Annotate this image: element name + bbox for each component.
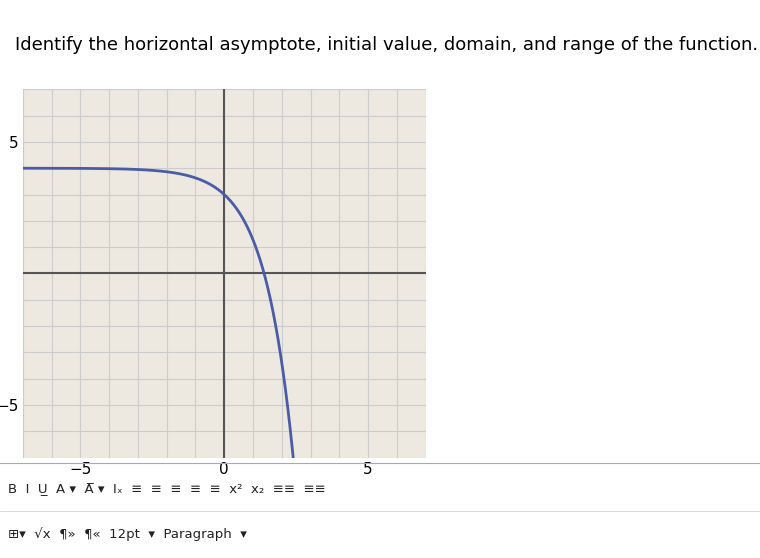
Text: Identify the horizontal asymptote, initial value, domain, and range of the funct: Identify the horizontal asymptote, initi… xyxy=(15,36,758,54)
Text: B  I  U̲  A ▾  A̅ ▾  Iₓ  ≡  ≡  ≡  ≡  ≡  x²  x₂  ≡≡  ≡≡: B I U̲ A ▾ A̅ ▾ Iₓ ≡ ≡ ≡ ≡ ≡ x² x₂ ≡≡ ≡≡ xyxy=(8,483,325,496)
Text: ⊞▾  √x  ¶»  ¶«  12pt  ▾  Paragraph  ▾: ⊞▾ √x ¶» ¶« 12pt ▾ Paragraph ▾ xyxy=(8,527,246,541)
